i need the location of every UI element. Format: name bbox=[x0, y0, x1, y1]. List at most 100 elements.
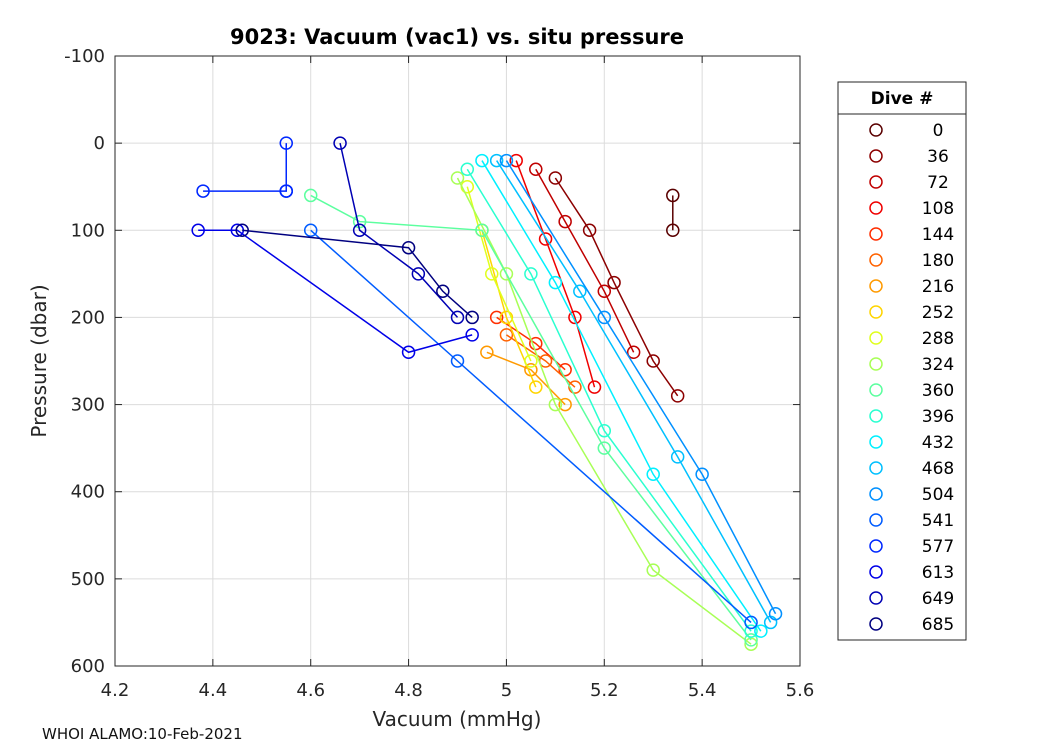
series-line bbox=[554, 177, 679, 397]
data-point bbox=[509, 153, 523, 168]
legend-label-613: 613 bbox=[922, 563, 954, 583]
legend-marker-0 bbox=[869, 123, 883, 137]
legend-marker-432 bbox=[869, 435, 883, 449]
data-point bbox=[744, 624, 758, 638]
legend-label-468: 468 bbox=[922, 459, 954, 479]
legend-label-288: 288 bbox=[922, 329, 954, 349]
series-36 bbox=[548, 171, 685, 403]
y-tick-label: 600 bbox=[71, 656, 105, 677]
data-point bbox=[744, 637, 758, 651]
data-point bbox=[548, 275, 563, 290]
legend-marker-72 bbox=[869, 175, 883, 189]
legend-label-36: 36 bbox=[927, 147, 949, 167]
data-point bbox=[607, 275, 621, 290]
y-tick-label: 400 bbox=[71, 482, 105, 503]
ticks: 4.2 4.4 4.6 4.8 5 5.2 5.4 5.6 -100 0 100 200 300 400 5… bbox=[64, 46, 814, 701]
legend-marker-649 bbox=[869, 591, 883, 605]
data-point bbox=[695, 467, 709, 482]
data-point bbox=[489, 153, 504, 168]
y-tick-label: -100 bbox=[64, 46, 105, 67]
legend-label-649: 649 bbox=[922, 589, 954, 609]
y-tick-label: 0 bbox=[94, 133, 105, 154]
series-72 bbox=[529, 162, 641, 360]
series-504 bbox=[499, 153, 783, 621]
data-point bbox=[666, 188, 680, 203]
series-396 bbox=[460, 162, 758, 638]
legend-label-396: 396 bbox=[922, 407, 954, 427]
x-tick-label: 4.6 bbox=[296, 680, 325, 701]
legend-marker-36 bbox=[869, 149, 883, 163]
data-point bbox=[436, 284, 450, 299]
legend-marker-396 bbox=[869, 409, 883, 423]
data-point bbox=[666, 223, 680, 238]
data-point bbox=[303, 223, 318, 238]
data-point bbox=[558, 397, 572, 412]
data-point bbox=[401, 240, 416, 255]
legend-label-252: 252 bbox=[922, 303, 954, 323]
series-468 bbox=[489, 153, 778, 630]
data-point bbox=[499, 310, 514, 325]
footer-note: WHOI ALAMO:10-Feb-2021 bbox=[42, 725, 243, 743]
legend-label-108: 108 bbox=[922, 199, 954, 219]
series-577 bbox=[196, 136, 293, 198]
legend-items: 0 36 72 108 144 180 216 252 288 324 360 396 432 468 50… bbox=[869, 121, 954, 635]
legend-marker-288 bbox=[869, 331, 883, 345]
data-point bbox=[670, 450, 685, 464]
data-point bbox=[450, 354, 465, 368]
series-line bbox=[203, 143, 287, 192]
data-point bbox=[529, 336, 543, 351]
x-tick-label: 5 bbox=[501, 680, 512, 701]
data-point bbox=[529, 162, 543, 177]
data-point bbox=[768, 606, 783, 621]
y-tick-label: 500 bbox=[71, 569, 105, 590]
series-line bbox=[481, 160, 762, 632]
data-point bbox=[499, 267, 514, 281]
data-point bbox=[235, 223, 249, 238]
data-point bbox=[196, 184, 210, 198]
data-point bbox=[626, 345, 641, 360]
series-layer bbox=[191, 136, 783, 651]
data-point bbox=[279, 136, 293, 150]
series-line bbox=[486, 351, 566, 406]
legend-label-144: 144 bbox=[922, 225, 954, 245]
legend: Dive # 0 36 72 108 144 180 216 252 288 324 360 396 4… bbox=[837, 81, 967, 641]
x-tick-label: 5.6 bbox=[786, 680, 815, 701]
data-point bbox=[499, 153, 514, 168]
legend-marker-324 bbox=[869, 357, 883, 371]
data-point bbox=[558, 214, 572, 229]
data-point bbox=[480, 345, 494, 360]
y-tick-label: 100 bbox=[71, 220, 105, 241]
series-541 bbox=[303, 223, 758, 630]
x-tick-label: 4.4 bbox=[199, 680, 228, 701]
legend-label-432: 432 bbox=[922, 433, 954, 453]
data-point bbox=[475, 223, 489, 238]
x-tick-label: 4.2 bbox=[101, 680, 130, 701]
legend-box bbox=[837, 81, 967, 641]
legend-label-180: 180 bbox=[922, 251, 954, 271]
data-point bbox=[646, 467, 660, 482]
data-point bbox=[499, 328, 514, 342]
legend-label-216: 216 bbox=[922, 277, 954, 297]
legend-marker-468 bbox=[869, 461, 883, 475]
legend-marker-252 bbox=[869, 305, 883, 319]
data-point bbox=[450, 310, 465, 325]
x-tick-label: 5.2 bbox=[590, 680, 619, 701]
y-tick-label: 200 bbox=[71, 307, 105, 328]
series-line bbox=[310, 229, 752, 623]
series-0 bbox=[666, 188, 680, 238]
data-point bbox=[465, 310, 479, 325]
data-point bbox=[573, 284, 587, 299]
data-point bbox=[548, 171, 563, 185]
series-line bbox=[456, 177, 752, 645]
legend-marker-360 bbox=[869, 383, 883, 397]
legend-label-72: 72 bbox=[927, 173, 949, 193]
data-point bbox=[333, 136, 347, 150]
data-point bbox=[538, 232, 553, 246]
x-axis-label: Vacuum (mmHg) bbox=[373, 707, 542, 731]
legend-marker-685 bbox=[869, 617, 883, 631]
data-point bbox=[191, 223, 205, 238]
legend-title: Dive # bbox=[871, 89, 934, 109]
legend-label-360: 360 bbox=[922, 381, 954, 401]
plot-frame bbox=[114, 55, 801, 667]
